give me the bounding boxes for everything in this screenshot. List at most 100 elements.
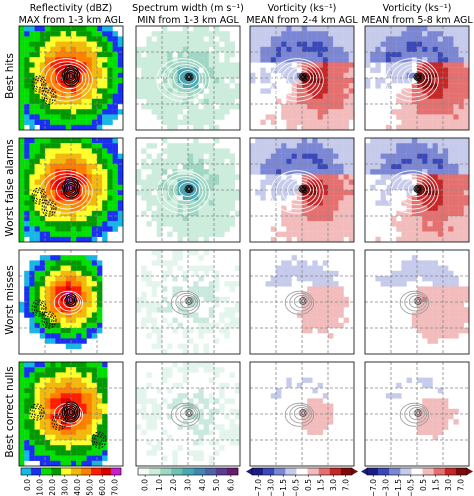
panel-frame	[249, 249, 355, 355]
colorbar-tick-label: 6.0	[226, 479, 235, 491]
column-header-spectrum-width: Spectrum width (m s⁻¹) MIN from 1-3 km A…	[132, 3, 244, 26]
colorbar-swatch	[182, 468, 194, 475]
colorbar-swatch	[252, 468, 264, 475]
panel-frame	[18, 249, 124, 355]
colorbar-swatch	[41, 468, 52, 475]
panel-gridlines	[365, 362, 469, 466]
colorbar-tick-label: 50.0	[85, 479, 94, 496]
colorbar-swatch	[51, 468, 62, 475]
panel-contours	[31, 58, 93, 105]
panel-field	[136, 250, 240, 354]
colorbar-tick-label: 10.0	[35, 479, 44, 496]
colorbar-tick-label: 3.0	[329, 479, 338, 491]
row-label-worst-misses: Worst misses	[4, 265, 16, 334]
panel-best-hits-2	[135, 25, 241, 131]
colorbar-swatch	[422, 468, 434, 475]
panel-field	[375, 255, 469, 344]
colorbar-swatch	[296, 468, 308, 475]
vorticity-5-8km-colorbar: −7.0 −3.0 −1.5 −0.5 0.5 1.5 3.0 7.0	[361, 467, 473, 496]
colorbar-swatch	[31, 468, 42, 475]
panel-gridlines	[250, 138, 354, 242]
column-header-vorticity-5-8km: Vorticity (ks⁻¹) MEAN from 5-8 km AGL	[361, 3, 473, 26]
panel-worst-misses-1	[18, 249, 124, 355]
panel-contours	[284, 402, 315, 427]
colorbar-swatch	[226, 468, 239, 475]
colorbar-swatch	[274, 468, 286, 475]
colorbar-tick-label: −1.5	[279, 479, 288, 496]
panel-frame	[364, 25, 470, 131]
panel-frame	[18, 137, 124, 243]
colorbar-swatch	[340, 468, 353, 475]
panel-worst-false-alarms-1	[18, 137, 124, 243]
colorbar-swatch	[71, 468, 82, 475]
row-label-best-hits: Best hits	[4, 53, 16, 99]
colorbar-tick-label: 0.0	[141, 479, 150, 491]
panel-field	[265, 255, 349, 339]
panel-field	[385, 377, 459, 441]
panel-contours	[270, 170, 324, 214]
row-label-worst-false-alarms: Worst false alarms	[4, 139, 16, 236]
column-title-line1: Spectrum width (m s⁻¹)	[132, 3, 244, 14]
panel-field	[136, 362, 240, 466]
colorbar-tick-label: −7.0	[254, 479, 263, 496]
panel-gridlines	[19, 250, 123, 354]
colorbar-tick-label: −0.5	[291, 479, 300, 496]
panel-gridlines	[365, 250, 469, 354]
colorbar-swatch	[111, 468, 122, 475]
colorbar-swatch	[204, 468, 216, 475]
colorbar-swatch	[149, 468, 161, 475]
column-title-line2: MAX from 1-3 km AGL	[19, 15, 124, 26]
column-title-line2: MEAN from 2-4 km AGL	[246, 15, 358, 26]
panel-frame	[135, 249, 241, 355]
panel-field	[19, 138, 123, 242]
colorbar-swatch	[389, 468, 401, 475]
colorbar-tick-label: 40.0	[73, 479, 82, 496]
panel-best-correct-nulls-1	[18, 361, 124, 467]
panel-frame	[135, 361, 241, 467]
colorbar-tick-label: 1.5	[316, 479, 325, 491]
colorbar-tick-label: 7.0	[456, 479, 465, 491]
panel-gridlines	[365, 26, 469, 130]
row-label-best-correct-nulls: Best correct nulls	[4, 366, 16, 457]
colorbar-swatch	[263, 468, 275, 475]
colorbar-swatch	[171, 468, 183, 475]
colorbar-tick-label: 0.0	[23, 479, 32, 491]
colorbar-swatch	[400, 468, 412, 475]
colorbar-tick-label: −0.5	[406, 479, 415, 496]
spectrum-width-colorbar: 0.0 1.0 2.0 3.0 4.0 5.0 6.0	[137, 467, 239, 491]
colorbar-tick-label: −3.0	[381, 479, 390, 496]
panel-field	[250, 138, 354, 242]
panel-best-hits-1	[18, 25, 124, 131]
colorbar-swatch	[21, 468, 32, 475]
panel-frame	[249, 137, 355, 243]
column-title-line2: MIN from 1-3 km AGL	[137, 15, 239, 26]
column-title-line1: Vorticity (ks⁻¹)	[268, 3, 337, 14]
panel-contours	[385, 170, 439, 214]
colorbar-tick-label: 60.0	[98, 479, 107, 496]
colorbar-tick-label: 5.0	[212, 479, 221, 491]
panel-field	[136, 26, 240, 130]
colorbar-tick-label: 2.0	[169, 479, 178, 491]
panel-field	[365, 26, 469, 130]
colorbar-swatch	[433, 468, 445, 475]
colorbar-swatch	[367, 468, 379, 475]
panel-contours	[31, 170, 93, 217]
colorbar-tick-label: 3.0	[184, 479, 193, 491]
panel-contours	[385, 58, 439, 102]
colorbar-swatch	[160, 468, 172, 475]
colorbar-tick-label: 1.0	[155, 479, 164, 491]
panel-field	[19, 255, 103, 349]
colorbar-tick-label: −3.0	[266, 479, 275, 496]
colorbar-tick-label: 0.5	[304, 479, 313, 491]
panel-grid	[18, 25, 470, 467]
colorbar-swatch	[318, 468, 330, 475]
panel-contours	[270, 58, 324, 102]
panel-worst-misses-3	[249, 249, 355, 355]
colorbar-swatch	[285, 468, 297, 475]
panel-contours	[170, 402, 201, 427]
panel-worst-false-alarms-4	[364, 137, 470, 243]
colorbar-tick-label: 1.5	[431, 479, 440, 491]
colorbar-row: 0.0 10.0 20.0 30.0 40.0 50.0 60.0 70.0 0.0 1.0 2.0…	[20, 467, 473, 496]
panel-field	[270, 377, 334, 435]
